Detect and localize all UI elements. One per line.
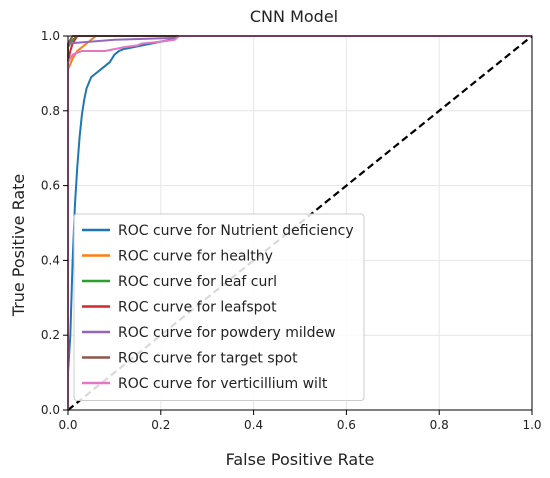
legend-box [73, 213, 365, 401]
x-tick-label: 1.0 [522, 418, 541, 432]
y-tick-label: 0.2 [41, 328, 60, 342]
axes-layer [67, 35, 533, 411]
legend-label: ROC curve for verticillium wilt [118, 376, 328, 392]
y-tick-label: 0.8 [41, 104, 60, 118]
ticks-layer: 0.0 0.2 0.4 0.6 0.8 1.0 0.0 0.2 0.4 0.6 0.8 1.0 [41, 29, 542, 432]
legend-label: ROC curve for healthy [118, 249, 273, 265]
legend: ROC curve for Nutrient deficiency ROC cur… [73, 213, 365, 401]
legend-label: ROC curve for Nutrient deficiency [118, 223, 354, 239]
y-tick-label: 0.0 [41, 403, 60, 417]
legend-label: ROC curve for target spot [118, 351, 298, 367]
y-axis-title: True Positive Rate [9, 174, 28, 318]
x-tick-label: 0.8 [430, 418, 449, 432]
roc-series-line-6 [67, 35, 532, 410]
y-tick-label: 1.0 [41, 29, 60, 43]
y-tick-label: 0.4 [41, 253, 60, 267]
legend-label: ROC curve for leafspot [118, 300, 277, 316]
roc-series-line-1 [67, 35, 532, 410]
x-tick-label: 0.4 [244, 418, 263, 432]
x-axis-title: False Positive Rate [226, 450, 375, 469]
legend-label: ROC curve for powdery mildew [118, 325, 336, 341]
chart-title: CNN Model [250, 7, 338, 26]
plot-frame [67, 35, 533, 411]
x-tick-label: 0.0 [58, 418, 77, 432]
legend-label: ROC curve for leaf curl [118, 274, 277, 290]
y-tick-label: 0.6 [41, 179, 60, 193]
x-tick-label: 0.2 [151, 418, 170, 432]
x-tick-label: 0.6 [337, 418, 356, 432]
